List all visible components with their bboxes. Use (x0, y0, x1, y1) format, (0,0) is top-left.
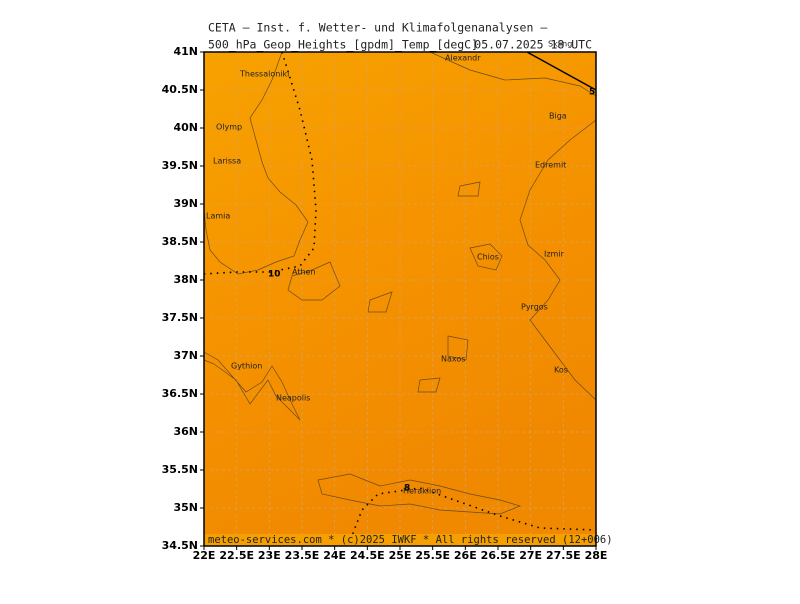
coastline (203, 51, 309, 275)
y-tick-label: 36.5N (162, 387, 198, 400)
city-label: Pyrgos (521, 303, 548, 312)
city-label: Thessaloniki (239, 70, 289, 79)
x-tick-label: 23E (258, 549, 281, 562)
x-tick-label: 28E (585, 549, 608, 562)
x-tick-label: 25E (389, 549, 412, 562)
y-tick-label: 40N (173, 121, 198, 134)
y-tick-label: 34.5N (162, 539, 198, 552)
y-tick-label: 36N (173, 425, 198, 438)
x-tick-label: 22E (193, 549, 216, 562)
city-label: Chios (477, 253, 499, 262)
coastline (429, 51, 597, 401)
city-label: Olymp (216, 123, 242, 132)
city-label: Neapolis (276, 394, 310, 403)
crete (317, 473, 522, 515)
city-label: Lamia (206, 212, 230, 221)
coastlines (203, 51, 597, 515)
y-tick-label: 35N (173, 501, 198, 514)
city-label: Alexandr (445, 54, 481, 63)
city-label: Heraklion (403, 487, 441, 496)
y-tick-label: 39N (173, 197, 198, 210)
city-label: Larissa (213, 157, 241, 166)
city-label: Kos (554, 366, 568, 375)
y-tick-label: 35.5N (162, 463, 198, 476)
contour-label: 10 (268, 270, 281, 280)
header-band (204, 38, 596, 52)
x-tick-label: 26.5E (481, 549, 516, 562)
x-tick-label: 25.5E (415, 549, 450, 562)
footer-band (204, 534, 596, 546)
header-line: CETA – Inst. f. Wetter- und Klimafolgena… (208, 21, 547, 35)
contour-line (526, 51, 597, 91)
x-tick-label: 24E (323, 549, 346, 562)
city-label: Izmir (544, 250, 565, 259)
x-tick-label: 27.5E (546, 549, 581, 562)
island (367, 181, 503, 393)
x-tick-label: 26E (454, 549, 477, 562)
overlay-text: Skiing (548, 40, 572, 49)
y-tick-label: 39.5N (162, 159, 198, 172)
y-tick-label: 37N (173, 349, 198, 362)
y-tick-label: 38.5N (162, 235, 198, 248)
city-label: Gythion (231, 362, 262, 371)
x-tick-label: 23.5E (285, 549, 320, 562)
header-line: 500_hPa_Geop_Heights_[gpdm]_Temp_[degC] (208, 38, 478, 52)
header-date: 05.07.2025 18 UTC (474, 38, 592, 52)
y-tick-label: 38N (173, 273, 198, 286)
x-tick-label: 27E (519, 549, 542, 562)
y-tick-label: 41N (173, 45, 198, 58)
contour-label: 8 (404, 484, 410, 494)
y-tick-label: 37.5N (162, 311, 198, 324)
x-tick-label: 24.5E (350, 549, 385, 562)
city-label: Naxos (441, 355, 465, 364)
x-tick-label: 22.5E (219, 549, 254, 562)
contour-label: 5 (589, 88, 595, 98)
contour-line (347, 487, 597, 547)
footer: meteo-services.com * (c)2025 IWKF * All … (208, 534, 613, 546)
city-label: Edremit (535, 161, 566, 170)
coastline (203, 351, 301, 421)
city-label: Biga (549, 112, 567, 121)
coastline (287, 261, 341, 301)
labels: Thessaloniki Alexandr Olymp Larissa Lamia Ath… (206, 54, 595, 496)
city-label: Athen (292, 268, 316, 277)
y-tick-label: 40.5N (162, 83, 198, 96)
